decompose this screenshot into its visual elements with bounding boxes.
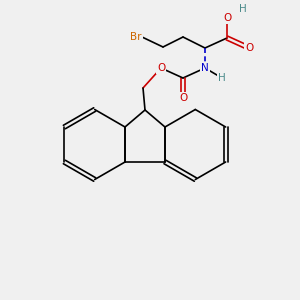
Text: O: O (245, 43, 253, 53)
Text: O: O (179, 93, 187, 103)
Text: Br: Br (130, 32, 142, 42)
Text: O: O (223, 13, 231, 23)
Text: H: H (239, 4, 247, 14)
Text: O: O (157, 63, 165, 73)
Text: H: H (218, 73, 226, 83)
Text: N: N (201, 63, 209, 73)
